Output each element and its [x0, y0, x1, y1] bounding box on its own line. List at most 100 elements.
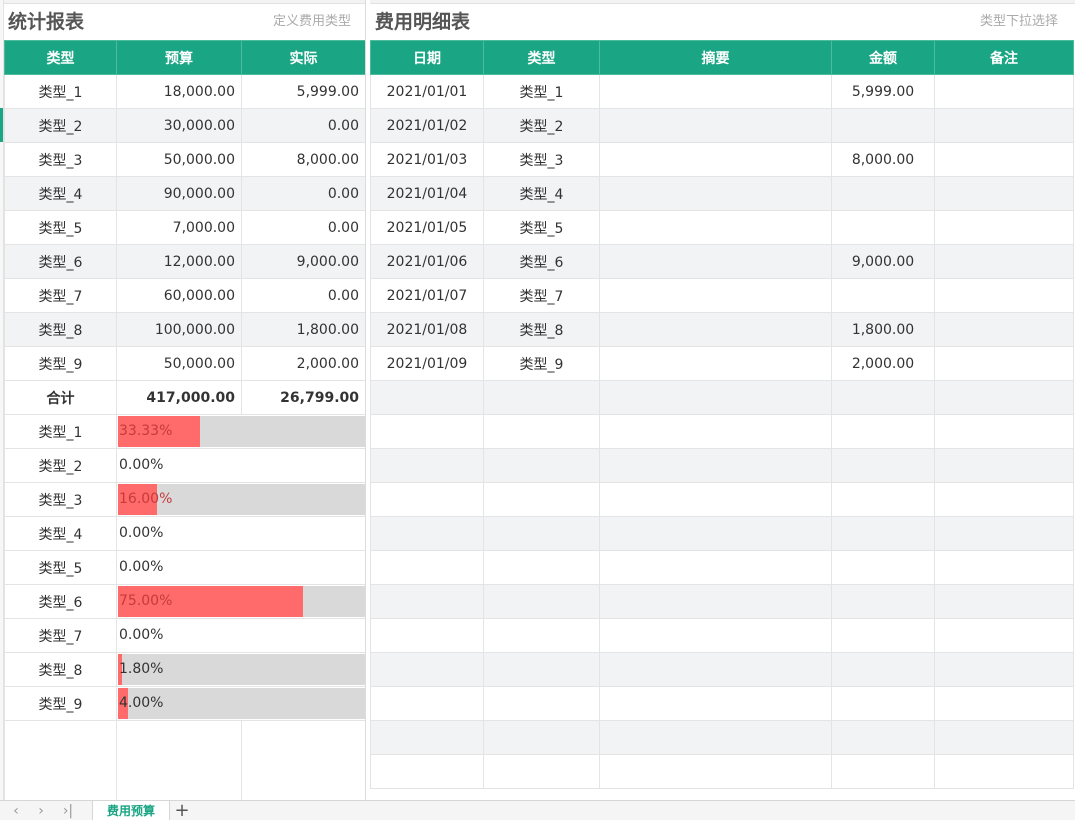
detail-cell-date[interactable]: 2021/01/08	[370, 312, 484, 347]
detail-cell-type[interactable]	[483, 686, 600, 721]
detail-cell-note[interactable]	[934, 108, 1074, 143]
stats-cell-actual[interactable]: 9,000.00	[241, 244, 366, 279]
detail-cell-note[interactable]	[934, 244, 1074, 279]
detail-cell-type[interactable]	[483, 448, 600, 483]
detail-cell-amount[interactable]	[831, 448, 935, 483]
detail-cell-date[interactable]	[370, 516, 484, 551]
detail-cell-summary[interactable]	[599, 448, 832, 483]
stats-cell-actual[interactable]: 0.00	[241, 278, 366, 313]
detail-cell-note[interactable]	[934, 210, 1074, 245]
stats-cell-actual[interactable]: 5,999.00	[241, 74, 366, 109]
detail-cell-amount[interactable]: 8,000.00	[831, 142, 935, 177]
stats-cell-type[interactable]: 类型_7	[4, 278, 117, 313]
detail-cell-date[interactable]	[370, 414, 484, 449]
detail-cell-amount[interactable]	[831, 618, 935, 653]
usage-cell-type[interactable]: 类型_7	[4, 618, 117, 653]
detail-cell-amount[interactable]	[831, 210, 935, 245]
detail-cell-date[interactable]	[370, 618, 484, 653]
stats-cell-budget[interactable]: 18,000.00	[116, 74, 242, 109]
detail-cell-summary[interactable]	[599, 278, 832, 313]
detail-cell-note[interactable]	[934, 686, 1074, 721]
detail-cell-amount[interactable]	[831, 278, 935, 313]
detail-cell-amount[interactable]: 5,999.00	[831, 74, 935, 109]
detail-cell-type[interactable]	[483, 380, 600, 415]
detail-cell-note[interactable]	[934, 584, 1074, 619]
stats-cell-type[interactable]: 类型_3	[4, 142, 117, 177]
detail-cell-amount[interactable]	[831, 380, 935, 415]
detail-cell-summary[interactable]	[599, 584, 832, 619]
detail-cell-amount[interactable]: 2,000.00	[831, 346, 935, 381]
usage-cell-type[interactable]: 类型_5	[4, 550, 117, 585]
detail-cell-note[interactable]	[934, 652, 1074, 687]
usage-cell-percent[interactable]: 1.80%	[116, 652, 366, 687]
detail-cell-type[interactable]: 类型_5	[483, 210, 600, 245]
detail-header-summary[interactable]: 摘要	[599, 40, 832, 75]
detail-cell-summary[interactable]	[599, 652, 832, 687]
tab-nav-next-icon[interactable]: ›	[38, 803, 44, 819]
detail-cell-amount[interactable]	[831, 516, 935, 551]
detail-cell-amount[interactable]	[831, 686, 935, 721]
detail-cell-date[interactable]: 2021/01/01	[370, 74, 484, 109]
detail-cell-type[interactable]	[483, 516, 600, 551]
stats-cell-actual[interactable]: 2,000.00	[241, 346, 366, 381]
detail-cell-summary[interactable]	[599, 210, 832, 245]
stats-header-actual[interactable]: 实际	[241, 40, 366, 75]
detail-cell-note[interactable]	[934, 346, 1074, 381]
detail-cell-summary[interactable]	[599, 176, 832, 211]
detail-cell-type[interactable]	[483, 618, 600, 653]
detail-cell-amount[interactable]	[831, 754, 935, 789]
detail-header-type[interactable]: 类型	[483, 40, 600, 75]
usage-cell-percent[interactable]: 75.00%	[116, 584, 366, 619]
detail-cell-note[interactable]	[934, 482, 1074, 517]
detail-cell-summary[interactable]	[599, 686, 832, 721]
detail-cell-summary[interactable]	[599, 754, 832, 789]
stats-cell-budget[interactable]: 12,000.00	[116, 244, 242, 279]
detail-cell-date[interactable]: 2021/01/04	[370, 176, 484, 211]
stats-cell-type[interactable]: 类型_2	[4, 108, 117, 143]
detail-cell-note[interactable]	[934, 448, 1074, 483]
detail-cell-type[interactable]: 类型_1	[483, 74, 600, 109]
detail-cell-summary[interactable]	[599, 618, 832, 653]
stats-cell-type[interactable]: 类型_5	[4, 210, 117, 245]
stats-header-type[interactable]: 类型	[4, 40, 117, 75]
detail-cell-note[interactable]	[934, 618, 1074, 653]
usage-cell-percent[interactable]: 0.00%	[116, 516, 366, 551]
detail-cell-type[interactable]	[483, 754, 600, 789]
detail-cell-type[interactable]: 类型_9	[483, 346, 600, 381]
detail-cell-type[interactable]	[483, 584, 600, 619]
detail-cell-summary[interactable]	[599, 244, 832, 279]
detail-cell-summary[interactable]	[599, 516, 832, 551]
detail-header-amount[interactable]: 金额	[831, 40, 935, 75]
detail-cell-type[interactable]	[483, 550, 600, 585]
detail-cell-date[interactable]	[370, 448, 484, 483]
usage-cell-type[interactable]: 类型_3	[4, 482, 117, 517]
usage-cell-percent[interactable]: 16.00%	[116, 482, 366, 517]
usage-cell-type[interactable]: 类型_2	[4, 448, 117, 483]
stats-cell-budget[interactable]: 60,000.00	[116, 278, 242, 313]
stats-cell-actual[interactable]: 8,000.00	[241, 142, 366, 177]
detail-cell-amount[interactable]	[831, 176, 935, 211]
detail-cell-summary[interactable]	[599, 108, 832, 143]
detail-cell-amount[interactable]: 9,000.00	[831, 244, 935, 279]
usage-cell-type[interactable]: 类型_1	[4, 414, 117, 449]
detail-cell-note[interactable]	[934, 720, 1074, 755]
detail-cell-amount[interactable]	[831, 720, 935, 755]
usage-cell-percent[interactable]: 0.00%	[116, 618, 366, 653]
detail-cell-type[interactable]: 类型_6	[483, 244, 600, 279]
stats-cell-budget[interactable]: 50,000.00	[116, 346, 242, 381]
empty-cell[interactable]	[241, 720, 366, 801]
detail-cell-note[interactable]	[934, 754, 1074, 789]
stats-cell-budget[interactable]: 100,000.00	[116, 312, 242, 347]
detail-cell-type[interactable]	[483, 652, 600, 687]
sheet-tab-active[interactable]: 费用预算	[92, 801, 170, 820]
stats-total-budget[interactable]: 417,000.00	[116, 380, 242, 415]
empty-cell[interactable]	[4, 720, 117, 801]
detail-cell-date[interactable]	[370, 482, 484, 517]
detail-cell-date[interactable]: 2021/01/05	[370, 210, 484, 245]
stats-cell-actual[interactable]: 0.00	[241, 108, 366, 143]
stats-cell-actual[interactable]: 1,800.00	[241, 312, 366, 347]
detail-cell-date[interactable]	[370, 584, 484, 619]
stats-total-label[interactable]: 合计	[4, 380, 117, 415]
detail-cell-note[interactable]	[934, 312, 1074, 347]
detail-cell-summary[interactable]	[599, 550, 832, 585]
